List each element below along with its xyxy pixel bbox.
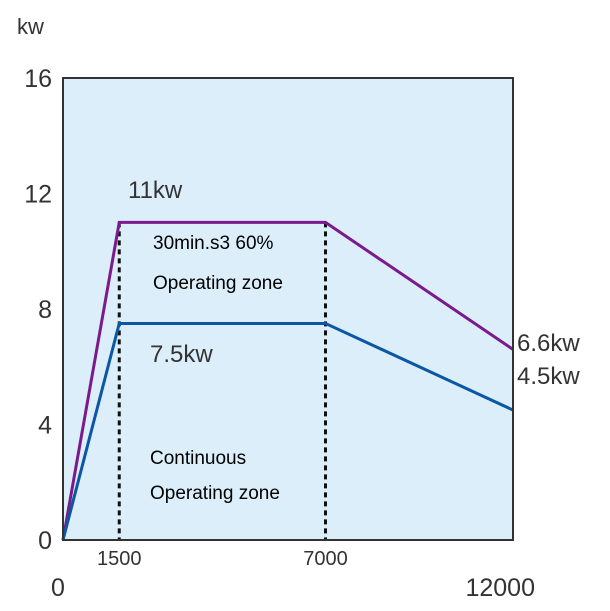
plot-area — [63, 78, 513, 540]
y-tick-labels: 0 4 8 12 16 — [24, 65, 52, 555]
continuous-zone-label-line2: Operating zone — [150, 483, 280, 504]
peak-start-label: 11kw — [128, 177, 183, 204]
continuous-end-label: 4.5kw — [517, 363, 580, 390]
y-tick-label-0: 0 — [38, 527, 52, 555]
y-tick-label-1: 4 — [38, 412, 52, 440]
x-tick-label-0: 0 — [51, 574, 65, 602]
y-tick-label-2: 8 — [38, 296, 52, 324]
x-tick-label-1: 12000 — [465, 574, 535, 602]
s3-zone-label-line1: 30min.s3 60% — [153, 233, 274, 254]
series-lines — [61, 220, 514, 541]
y-unit-label: kw — [17, 14, 44, 39]
series-line-1 — [61, 321, 514, 541]
x-marker-tick-label-1: 7000 — [303, 548, 348, 570]
marker-lines — [117, 222, 327, 540]
y-tick-label-4: 16 — [24, 65, 52, 93]
s3-zone-label-line2: Operating zone — [153, 273, 283, 294]
continuous-start-label: 7.5kw — [150, 341, 213, 368]
x-marker-tick-label-0: 1500 — [97, 548, 142, 570]
continuous-zone-label-line1: Continuous — [150, 448, 246, 469]
plot-border — [62, 77, 514, 541]
peak-end-label: 6.6kw — [517, 330, 580, 357]
series-line-0 — [61, 220, 514, 541]
x-tick-labels: 0 12000 1500 7000 — [51, 548, 535, 602]
y-tick-label-3: 12 — [24, 181, 52, 209]
